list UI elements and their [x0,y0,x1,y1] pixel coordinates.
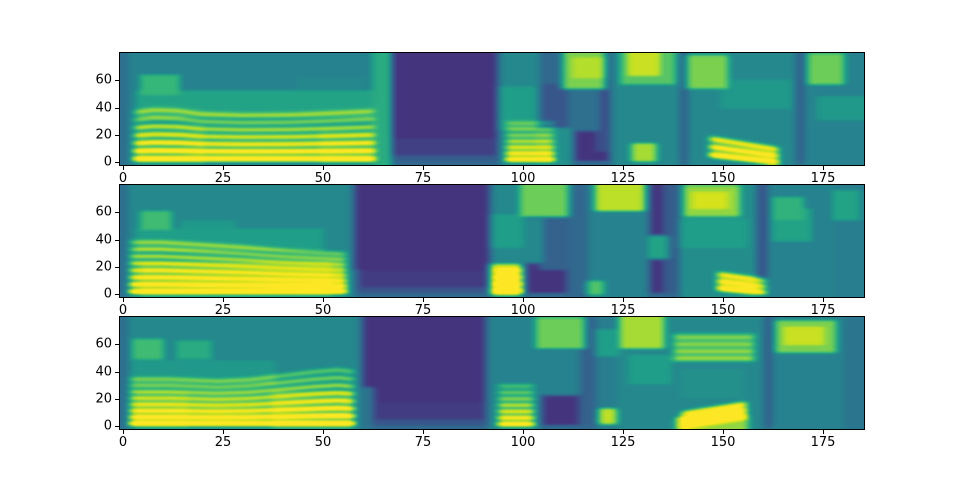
x-tick-mark [323,430,324,434]
x-tick-mark [123,298,124,302]
y-tick-mark [115,426,119,428]
x-tick-label: 150 [710,171,736,186]
y-tick-mark [115,80,119,82]
y-tick-label: 20 [95,259,112,275]
y-tick-mark [115,344,119,346]
x-tick-mark [223,298,224,302]
x-tick-mark [423,430,424,434]
y-tick-mark [115,294,119,296]
y-tick-mark [115,212,119,214]
x-tick-label: 75 [414,435,432,450]
y-tick-mark [115,398,119,400]
x-tick-mark [223,166,224,170]
y-tick-mark [115,162,119,164]
x-tick-label: 25 [214,171,232,186]
x-tick-mark [623,298,624,302]
x-tick-label: 150 [710,435,736,450]
y-tick-label: 60 [95,72,112,88]
x-tick-label: 100 [510,303,536,318]
x-tick-label: 100 [510,435,536,450]
x-tick-mark [323,166,324,170]
y-tick-label: 0 [103,418,112,434]
y-tick-mark [115,134,119,136]
x-tick-label: 175 [810,303,836,318]
spectrogram-heatmap-3 [120,317,864,429]
x-tick-label: 0 [118,435,128,450]
x-tick-mark [723,298,724,302]
x-tick-label: 125 [610,171,636,186]
x-tick-mark [123,430,124,434]
y-tick-label: 40 [95,100,112,116]
y-tick-label: 60 [95,204,112,220]
x-tick-label: 50 [314,435,332,450]
x-tick-mark [423,166,424,170]
spectrogram-heatmap-1 [120,53,864,165]
x-tick-mark [623,430,624,434]
x-tick-label: 0 [118,171,128,186]
y-tick-mark [115,266,119,268]
x-tick-mark [723,430,724,434]
y-tick-label: 60 [95,336,112,352]
y-tick-label: 40 [95,364,112,380]
x-tick-mark [723,166,724,170]
spectrogram-heatmap-2 [120,185,864,297]
x-tick-mark [323,298,324,302]
y-tick-label: 0 [103,154,112,170]
x-tick-label: 175 [810,171,836,186]
spectrogram-panel-1: 0 25 50 75 100 125 150 175 0 20 40 60 [95,52,865,185]
x-tick-mark [523,298,524,302]
x-tick-label: 0 [118,303,128,318]
x-tick-label: 125 [610,303,636,318]
x-tick-mark [823,166,824,170]
x-tick-mark [623,166,624,170]
x-tick-label: 25 [214,303,232,318]
x-tick-label: 100 [510,171,536,186]
x-tick-label: 125 [610,435,636,450]
x-tick-label: 50 [314,303,332,318]
y-tick-mark [115,371,119,373]
x-tick-label: 75 [414,303,432,318]
x-tick-mark [523,166,524,170]
y-tick-label: 20 [95,391,112,407]
y-tick-label: 0 [103,286,112,302]
x-tick-mark [523,430,524,434]
x-tick-mark [823,298,824,302]
x-tick-label: 75 [414,171,432,186]
y-tick-mark [115,239,119,241]
x-tick-label: 150 [710,303,736,318]
y-tick-label: 20 [95,127,112,143]
x-tick-label: 175 [810,435,836,450]
spectrogram-panel-3: 0 25 50 75 100 125 150 175 0 20 40 60 [95,316,865,449]
y-tick-label: 40 [95,232,112,248]
x-tick-label: 25 [214,435,232,450]
x-tick-mark [423,298,424,302]
y-tick-mark [115,107,119,109]
x-tick-label: 50 [314,171,332,186]
x-tick-mark [123,166,124,170]
spectrogram-panel-2: 0 25 50 75 100 125 150 175 0 20 40 60 [95,184,865,317]
x-tick-mark [223,430,224,434]
x-tick-mark [823,430,824,434]
